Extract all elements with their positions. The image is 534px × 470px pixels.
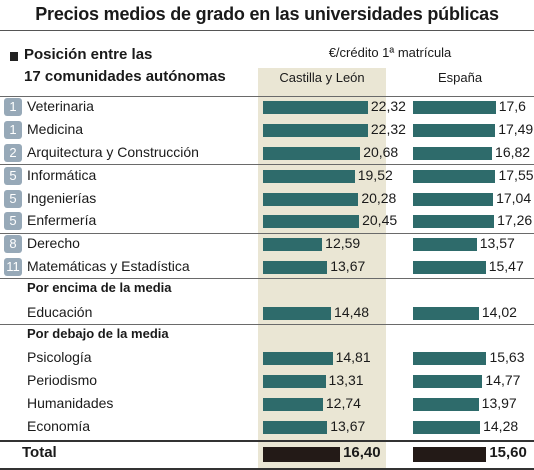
rule-bottom <box>0 467 534 470</box>
row-label: Ingenierías <box>27 189 97 206</box>
rank-badge: 8 <box>4 235 22 254</box>
data-label: 12,59 <box>325 235 361 252</box>
row-label: Humanidades <box>27 394 114 411</box>
unit-label: €/crédito 1ª matrícula <box>328 45 452 60</box>
column-header-castilla: Castilla y León <box>279 70 365 85</box>
rank-badge: 1 <box>4 121 22 140</box>
bar <box>413 352 487 366</box>
row-label: Medicina <box>27 121 84 138</box>
row-label: Economía <box>27 417 91 434</box>
data-label: 17,6 <box>498 98 526 115</box>
data-label: 17,49 <box>498 121 534 138</box>
group-rule <box>0 232 534 234</box>
bar <box>413 261 486 274</box>
data-label: 15,47 <box>488 258 524 274</box>
rank-header: Posición entre las 17 comunidades autóno… <box>24 44 226 88</box>
bar <box>413 147 493 160</box>
bar <box>413 306 479 320</box>
data-label: 14,81 <box>335 349 371 366</box>
rank-badge: 5 <box>4 189 22 208</box>
legend-square-icon <box>10 52 18 61</box>
row-label: Enfermería <box>27 212 97 229</box>
group-rule <box>0 164 534 166</box>
data-label: 19,52 <box>357 166 393 183</box>
data-label: 14,28 <box>483 417 519 434</box>
row-label: Derecho <box>27 235 80 252</box>
bar <box>413 101 496 115</box>
bar <box>263 147 361 160</box>
group-rule <box>0 324 534 325</box>
bar <box>263 238 323 252</box>
row-label: Psicología <box>27 349 92 366</box>
bar <box>263 352 333 366</box>
bar <box>413 238 477 252</box>
bar <box>263 215 360 229</box>
rank-badge: 5 <box>4 212 22 231</box>
group-heading: Por encima de la media <box>27 280 172 296</box>
data-label: 13,97 <box>481 394 517 411</box>
bar <box>263 169 355 183</box>
group-rule <box>0 278 534 280</box>
total-bar <box>263 447 341 463</box>
total-label: Total <box>22 444 57 462</box>
bar <box>413 192 494 206</box>
rank-badge: 11 <box>4 258 22 276</box>
total-data-label: 15,60 <box>489 444 527 462</box>
row-label: Veterinaria <box>27 98 94 115</box>
bar <box>413 215 495 229</box>
rank-badge: 2 <box>4 144 22 162</box>
row-label: Educación <box>27 303 93 320</box>
row-label: Matemáticas y Estadística <box>27 258 190 274</box>
row-label: Informática <box>27 166 97 183</box>
bar <box>413 397 479 411</box>
title-rule <box>0 30 534 31</box>
data-label: 14,48 <box>334 303 370 320</box>
data-label: 13,67 <box>330 258 366 274</box>
rule-total <box>0 440 534 442</box>
data-label: 22,32 <box>370 121 406 138</box>
data-label: 22,32 <box>370 98 406 115</box>
total-data-label: 16,40 <box>343 444 381 462</box>
data-label: 15,63 <box>489 349 525 366</box>
data-label: 17,26 <box>497 212 533 229</box>
data-label: 14,02 <box>481 303 517 320</box>
data-label: 20,28 <box>361 189 397 206</box>
data-label: 17,04 <box>496 189 532 206</box>
data-label: 12,74 <box>325 394 361 411</box>
bar <box>263 261 328 274</box>
column-header-espana: España <box>437 70 483 85</box>
rank-header-line-2: 17 comunidades autónomas <box>24 68 226 85</box>
data-label: 13,57 <box>479 235 515 252</box>
bar <box>413 420 481 434</box>
data-label: 20,68 <box>363 144 399 160</box>
chart-title: Precios medios de grado en las universid… <box>35 4 499 24</box>
bar <box>263 375 326 388</box>
bar <box>413 375 483 388</box>
data-label: 20,45 <box>362 212 398 229</box>
rank-badge: 1 <box>4 98 22 117</box>
group-heading: Por debajo de la media <box>27 326 169 341</box>
bar <box>263 420 328 434</box>
row-label: Periodismo <box>27 372 98 388</box>
bar <box>413 124 496 138</box>
total-bar <box>413 447 487 463</box>
rank-header-line-1: Posición entre las <box>24 46 153 63</box>
rank-badge: 5 <box>4 166 22 185</box>
bar <box>263 192 359 206</box>
bar <box>413 169 496 183</box>
data-label: 17,55 <box>498 166 534 183</box>
bar <box>263 101 368 115</box>
data-label: 14,77 <box>485 372 521 388</box>
data-label: 16,82 <box>495 144 531 160</box>
rule-top <box>0 96 534 97</box>
bar <box>263 306 332 320</box>
data-label: 13,31 <box>328 372 364 388</box>
row-label: Arquitectura y Construcción <box>27 144 199 160</box>
bar <box>263 397 323 411</box>
bar <box>263 124 368 138</box>
data-label: 13,67 <box>330 417 366 434</box>
